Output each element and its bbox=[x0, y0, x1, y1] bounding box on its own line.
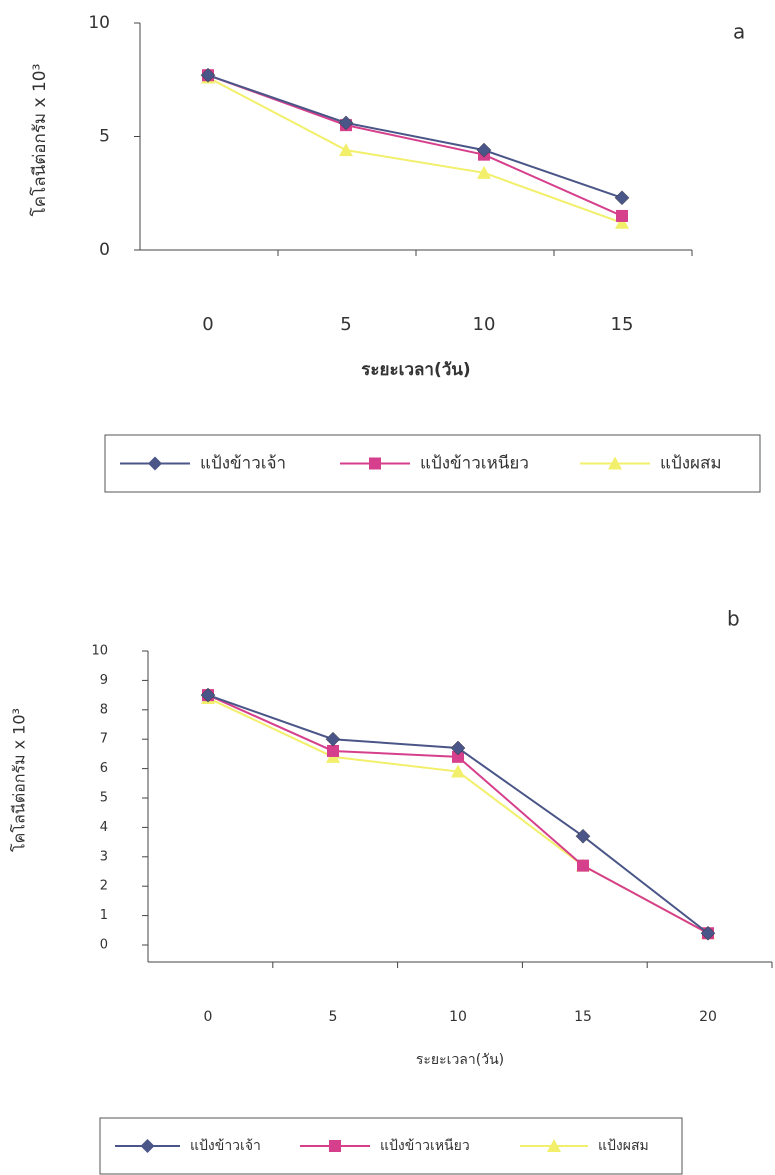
x-tick-label: 15 bbox=[574, 1009, 592, 1025]
y-tick-label: 0 bbox=[100, 938, 108, 953]
legend-marker bbox=[148, 457, 162, 471]
legend-marker bbox=[141, 1139, 155, 1153]
y-tick-label: 7 bbox=[100, 732, 108, 747]
y-tick-label: 8 bbox=[100, 702, 108, 717]
y-tick-label: 6 bbox=[100, 761, 108, 776]
y-tick-label: 5 bbox=[99, 127, 110, 147]
data-point bbox=[616, 210, 628, 222]
data-point bbox=[339, 143, 353, 156]
legend-marker bbox=[369, 458, 381, 470]
legend-label: แป้งข้าวเจ้า bbox=[200, 454, 286, 474]
panel-label: b bbox=[727, 607, 740, 631]
y-tick-label: 3 bbox=[100, 849, 108, 864]
legend-label: แป้งผสม bbox=[660, 454, 722, 474]
x-tick-label: 10 bbox=[449, 1009, 467, 1025]
data-point bbox=[615, 191, 629, 205]
x-tick-label: 0 bbox=[204, 1009, 213, 1025]
y-tick-label: 2 bbox=[100, 879, 108, 894]
data-point bbox=[326, 732, 340, 746]
y-tick-label: 10 bbox=[88, 13, 110, 33]
x-tick-label: 5 bbox=[340, 314, 351, 335]
legend-label: แป้งข้าวเจ้า bbox=[190, 1138, 261, 1154]
x-axis-label: ระยะเวลา(วัน) bbox=[416, 1052, 504, 1068]
series-line bbox=[208, 698, 708, 933]
y-tick-label: 5 bbox=[100, 791, 108, 806]
y-tick-label: 9 bbox=[100, 673, 108, 688]
series-line bbox=[208, 695, 708, 933]
x-tick-label: 10 bbox=[473, 314, 496, 335]
panel-label: a bbox=[733, 20, 745, 44]
series-line bbox=[208, 77, 622, 222]
legend-marker bbox=[329, 1140, 341, 1152]
page: a0510051015ระยะเวลา(วัน)โคโลนีต่อกรัม x … bbox=[0, 0, 775, 1175]
legend-label: แป้งข้าวเหนียว bbox=[380, 1138, 470, 1154]
data-point bbox=[327, 745, 339, 757]
x-tick-label: 0 bbox=[202, 314, 213, 335]
x-axis-label: ระยะเวลา(วัน) bbox=[361, 360, 470, 380]
y-axis-label: โคโลนีต่อกรัม x 10³ bbox=[29, 64, 50, 217]
series-line bbox=[208, 695, 708, 933]
data-point bbox=[577, 860, 589, 872]
y-tick-label: 4 bbox=[100, 820, 108, 835]
y-tick-label: 0 bbox=[99, 240, 110, 260]
x-tick-label: 5 bbox=[329, 1009, 338, 1025]
y-tick-label: 1 bbox=[100, 908, 108, 923]
y-tick-label: 10 bbox=[91, 644, 108, 659]
x-tick-label: 15 bbox=[611, 314, 634, 335]
legend-label: แป้งผสม bbox=[598, 1138, 649, 1154]
legend-label: แป้งข้าวเหนียว bbox=[420, 454, 529, 474]
series-line bbox=[208, 75, 622, 198]
y-axis-label: โคโลนีต่อกรัม x 10³ bbox=[10, 708, 29, 852]
x-tick-label: 20 bbox=[699, 1009, 717, 1025]
